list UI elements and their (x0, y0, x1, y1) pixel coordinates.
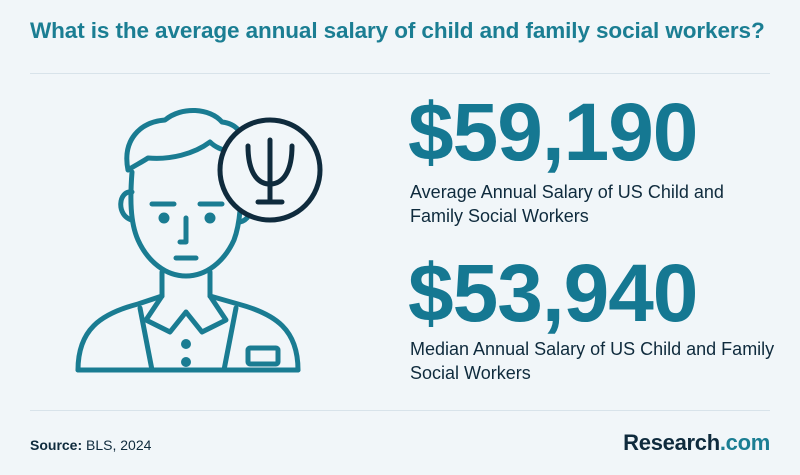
logo-main: Research (623, 430, 720, 455)
average-salary-value: $59,190 (408, 87, 698, 178)
psi-symbol-icon (217, 117, 323, 223)
average-salary-label: Average Annual Salary of US Child and Fa… (410, 182, 724, 226)
social-worker-icon (75, 107, 323, 373)
logo-suffix: .com (719, 430, 770, 455)
median-salary-label: Median Annual Salary of US Child and Fam… (410, 339, 775, 383)
top-divider (30, 73, 770, 74)
source-note: Source: BLS, 2024 (30, 437, 151, 453)
source-label: Source: (30, 437, 83, 453)
bottom-divider (30, 410, 770, 411)
median-salary-value: $53,940 (408, 248, 698, 339)
source-text: BLS, 2024 (86, 437, 152, 453)
page-title: What is the average annual salary of chi… (30, 18, 765, 43)
research-com-logo[interactable]: Research.com (623, 430, 770, 456)
